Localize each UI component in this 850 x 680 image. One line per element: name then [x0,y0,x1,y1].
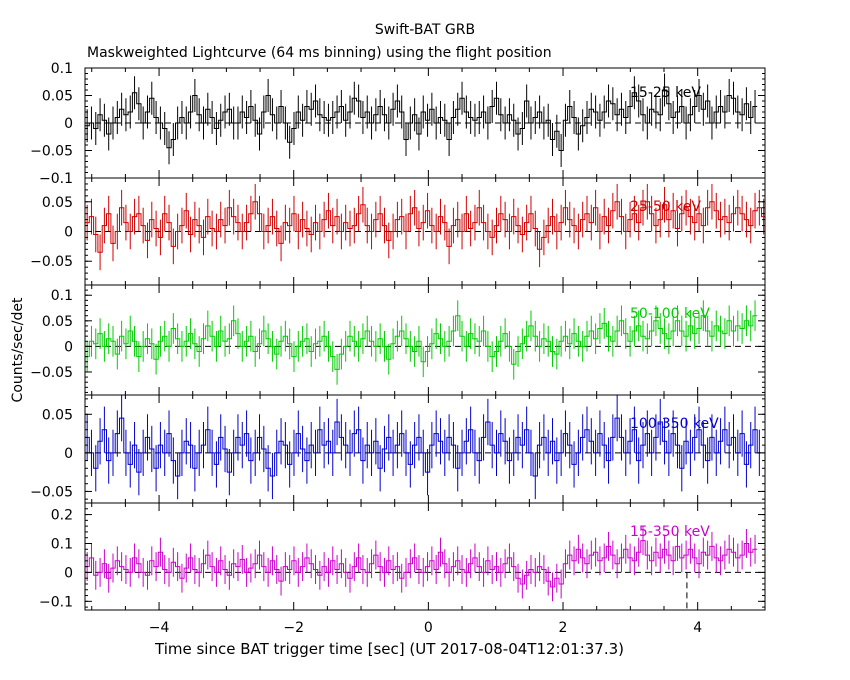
y-tick-label: 0.2 [51,508,73,524]
chart-title: Swift-BAT GRB [374,22,476,38]
step-line [85,315,758,370]
y-tick-label: 0.1 [51,288,73,304]
y-tick-label: −0.05 [30,144,73,160]
y-tick-label: 0 [64,116,73,132]
y-tick-label: 0.1 [51,536,73,552]
series-15-350-keV [85,526,758,602]
x-tick-label: 4 [693,620,702,636]
y-axis-label: Counts/sec/det [10,297,26,403]
band-label: 15-350 keV [630,524,710,540]
series-50-100-keV [85,300,758,385]
y-tick-label: 0.05 [42,195,73,211]
x-tick-label: 0 [424,620,433,636]
y-tick-label: 0 [64,225,73,241]
band-label: 50-100 keV [630,306,710,322]
step-line [85,417,762,477]
y-tick-label: −0.05 [30,254,73,270]
y-tick-label: −0.1 [39,594,73,610]
series-25-50-keV [85,183,765,271]
panel-frame-5 [84,502,766,611]
y-tick-label: 0.1 [51,61,73,77]
y-tick-label: 0.05 [42,89,73,105]
series-15-25-keV [85,73,758,167]
step-line [85,201,765,253]
panel-frame-4 [84,394,766,504]
x-tick-label: −4 [149,620,170,636]
step-line [85,540,758,588]
series-100-350-keV [85,395,762,500]
band-label: 15-25 keV [630,85,701,101]
band-label: 25-50 keV [630,199,701,215]
band-label: 100-350 keV [630,416,719,432]
y-tick-label: 0.05 [42,314,73,330]
panel-frame-3 [84,284,766,396]
y-tick-label: −0.05 [30,484,73,500]
y-tick-label: 0 [64,339,73,355]
y-tick-label: 0 [64,565,73,581]
step-line [85,89,758,151]
x-axis-label: Time since BAT trigger time [sec] (UT 20… [155,640,624,658]
y-tick-label: −0.1 [39,171,73,187]
chart-subtitle: Maskweighted Lightcurve (64 ms binning) … [87,45,552,61]
y-tick-label: 0.05 [42,407,73,423]
x-tick-label: −2 [283,620,304,636]
y-tick-label: 0 [64,446,73,462]
y-tick-label: −0.05 [30,365,73,381]
x-tick-label: 2 [559,620,568,636]
